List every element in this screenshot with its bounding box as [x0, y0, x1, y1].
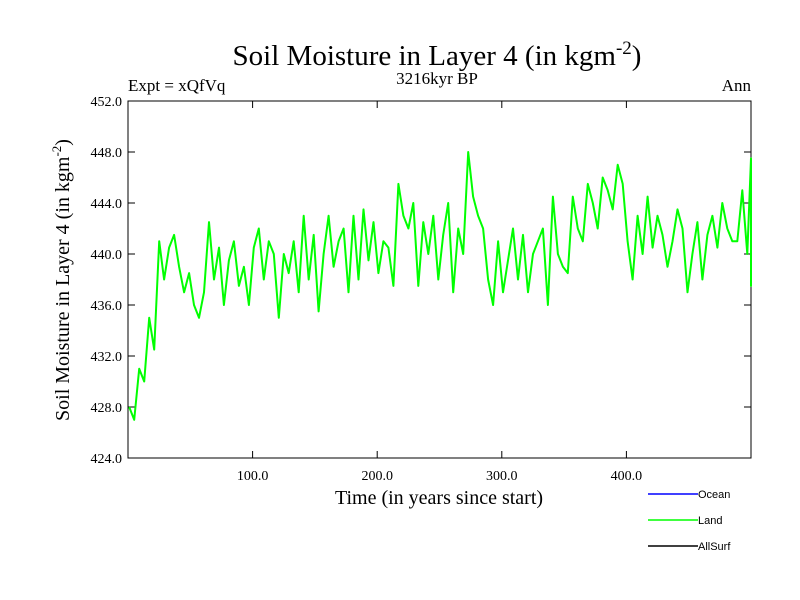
x-tick-label: 300.0	[486, 469, 518, 484]
legend-allsurf-label: AllSurf	[698, 541, 731, 553]
y-tick-label: 436.0	[91, 299, 123, 314]
y-axis-label: Soil Moisture in Layer 4 (in kgm-2)	[49, 139, 74, 421]
season-label: Ann	[722, 76, 752, 95]
experiment-label: Expt = xQfVq	[128, 76, 226, 95]
period-label: 3216kyr BP	[396, 69, 478, 88]
x-axis-ticks: 100.0 200.0 300.0 400.0	[237, 101, 642, 484]
y-tick-label: 452.0	[91, 95, 123, 110]
y-axis-ticks: 424.0 428.0 432.0 436.0 440.0 444.0 448.0 452.0	[91, 95, 751, 467]
y-tick-label: 428.0	[91, 401, 123, 416]
y-tick-label: 444.0	[91, 197, 123, 212]
x-tick-label: 200.0	[361, 469, 393, 484]
y-tick-label: 432.0	[91, 350, 123, 365]
chart-title: Soil Moisture in Layer 4 (in kgm-2)	[233, 38, 642, 72]
y-tick-label: 424.0	[91, 452, 123, 467]
x-tick-label: 400.0	[611, 469, 643, 484]
y-tick-label: 440.0	[91, 248, 123, 263]
land-series-line	[128, 151, 752, 421]
x-axis-label: Time (in years since start)	[335, 487, 543, 509]
legend-ocean-label: Ocean	[698, 489, 730, 501]
y-tick-label: 448.0	[91, 146, 123, 161]
legend-land-label: Land	[698, 515, 722, 527]
x-tick-label: 100.0	[237, 469, 269, 484]
legend: Ocean Land AllSurf	[648, 489, 731, 553]
